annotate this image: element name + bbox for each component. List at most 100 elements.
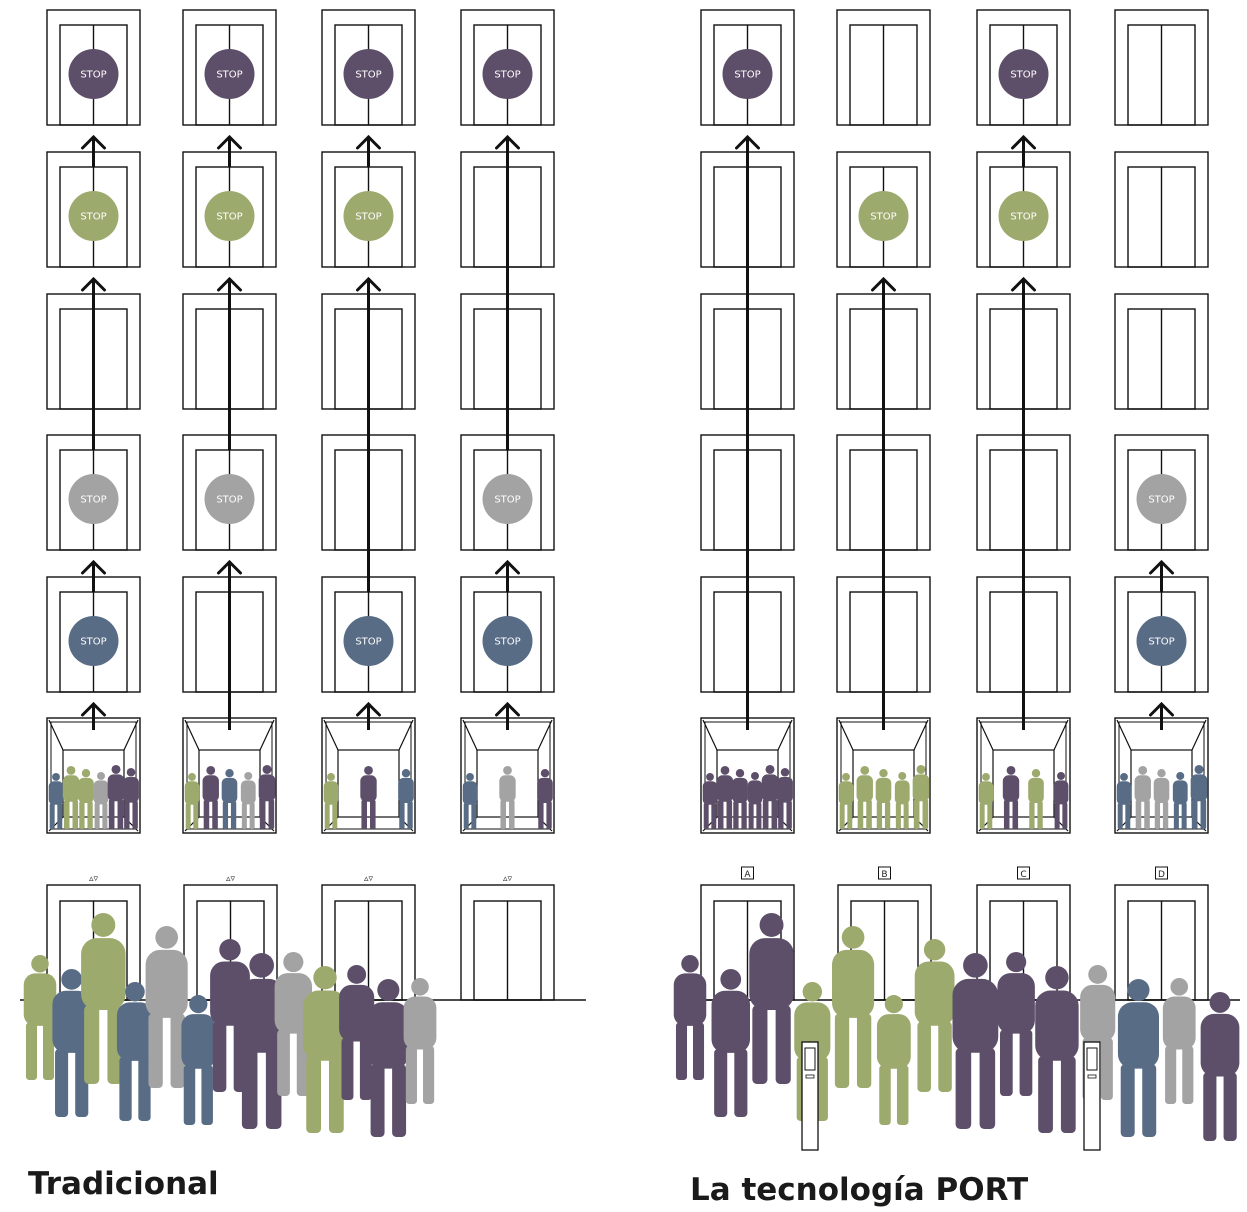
person-torso (1190, 774, 1208, 802)
stop-circle (858, 191, 909, 241)
person-head (780, 768, 790, 777)
person-torso (838, 781, 854, 805)
person-torso (107, 774, 125, 802)
stop-circle (68, 191, 119, 241)
stop-indicator: STOP (68, 474, 119, 524)
person-leg (1054, 802, 1060, 829)
stop-label: STOP (355, 70, 381, 81)
person-leg (509, 800, 515, 829)
person-leg (879, 1065, 891, 1125)
traditional-panel: STOPSTOPSTOPSTOP▵▿STOPSTOPSTOP▵▿STOPSTOP… (20, 9, 586, 1137)
person-head (66, 766, 76, 775)
stop-circle (204, 191, 255, 241)
person-torso (23, 973, 57, 1026)
car-back-wall (992, 749, 1055, 818)
person-head (155, 926, 179, 949)
shaft-1: STOP A (700, 9, 795, 1001)
person-leg (741, 801, 747, 829)
person-leg (471, 803, 477, 829)
car-passenger (732, 769, 748, 829)
car-inner-frame (704, 721, 791, 830)
person-torso (997, 973, 1035, 1034)
car-passenger (93, 772, 109, 829)
person-leg (1062, 802, 1068, 829)
person-leg (1120, 1064, 1135, 1137)
stop-circle (343, 191, 394, 241)
arrow-head (217, 134, 242, 150)
person-leg (1182, 1046, 1194, 1104)
person-head (963, 953, 988, 978)
lobby-person (673, 955, 707, 1080)
person-torso (876, 1014, 911, 1069)
port-terminal (1083, 1041, 1101, 1151)
person-torso (78, 777, 94, 804)
elevator-car (182, 717, 277, 834)
person-head (884, 995, 903, 1014)
stop-label: STOP (355, 637, 381, 648)
shaft-label: D (1158, 870, 1165, 880)
person-leg (1117, 803, 1123, 829)
person-leg (463, 803, 469, 829)
person-leg (119, 1057, 132, 1121)
person-leg (241, 802, 247, 829)
person-head (249, 953, 274, 978)
person-leg (917, 1021, 931, 1092)
person-leg (884, 801, 891, 829)
lobby-person (274, 952, 313, 1096)
person-leg (201, 1065, 213, 1125)
person-head (1176, 772, 1185, 780)
person-leg (748, 802, 754, 829)
person-leg (328, 1056, 344, 1133)
person-leg (839, 803, 845, 829)
person-torso (952, 978, 999, 1053)
hall-call-indicator: ▵▿ (89, 874, 99, 884)
person-leg (63, 800, 70, 829)
person-torso (1117, 1002, 1160, 1069)
stop-label: STOP (216, 495, 242, 506)
elevator-car (976, 717, 1071, 834)
stop-indicator: STOP (343, 49, 394, 99)
person-leg (79, 801, 85, 829)
elevator-car (1114, 717, 1209, 834)
person-leg (341, 1037, 354, 1100)
car-passenger (1134, 766, 1151, 829)
stop-circle (1136, 474, 1187, 524)
person-head (262, 765, 272, 774)
stop-circle (722, 49, 773, 99)
person-head (111, 765, 121, 774)
person-leg (42, 1022, 55, 1080)
person-leg (249, 802, 255, 829)
stop-circle (482, 474, 533, 524)
person-torso (145, 949, 188, 1018)
person-torso (93, 780, 109, 805)
person-leg (407, 801, 413, 829)
arrow-head (495, 559, 520, 575)
person-torso (339, 984, 375, 1042)
person-head (225, 769, 234, 778)
person-torso (1002, 775, 1020, 802)
person-head (1006, 952, 1027, 973)
person-leg (955, 1048, 972, 1129)
person-leg (1191, 799, 1198, 829)
person-leg (361, 800, 367, 829)
person-leg (903, 802, 909, 829)
person-leg (866, 800, 872, 829)
stop-circle (343, 49, 394, 99)
landing-door (1114, 9, 1209, 126)
lobby-person (832, 926, 875, 1088)
person-torso (499, 775, 516, 802)
person-leg (392, 1064, 407, 1137)
person-torso (749, 938, 794, 1010)
car-passenger (240, 772, 256, 829)
person-leg (212, 1021, 227, 1092)
stop-indicator: STOP (722, 49, 773, 99)
stop-indicator: STOP (482, 474, 533, 524)
person-torso (716, 775, 734, 802)
person-leg (423, 1046, 435, 1104)
arrow-head (81, 276, 106, 292)
car-passenger (184, 773, 200, 829)
person-torso (702, 781, 718, 805)
person-leg (87, 801, 93, 829)
car-passenger (912, 765, 930, 829)
lobby-person (952, 953, 999, 1129)
